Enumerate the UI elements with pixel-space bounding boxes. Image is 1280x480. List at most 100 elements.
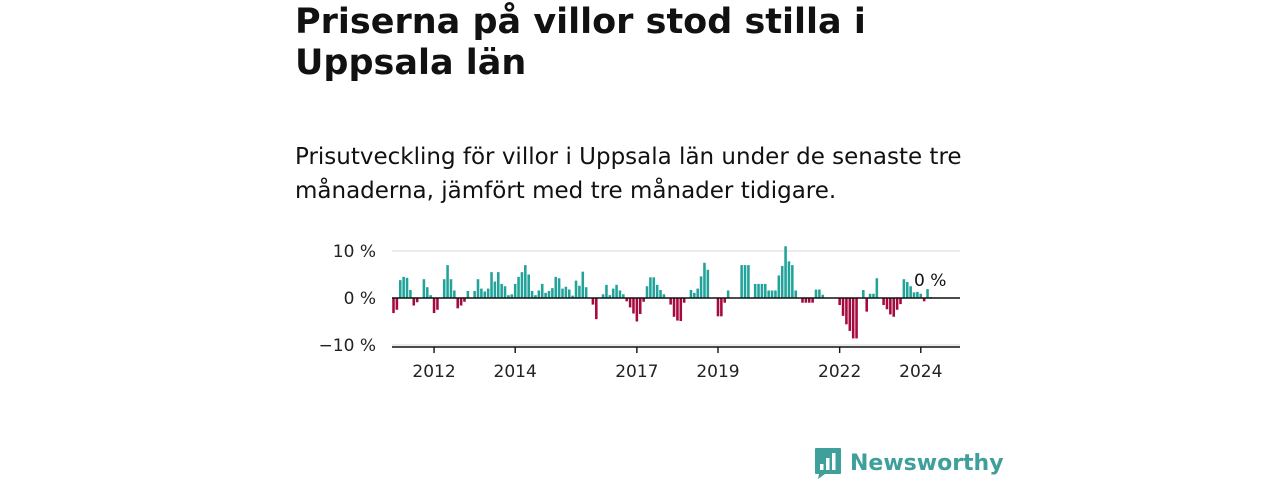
bar-2019-10 (747, 265, 750, 298)
bar-2022-06 (855, 298, 858, 339)
bar-2024-03 (926, 289, 929, 298)
bar-2011-06 (409, 290, 412, 298)
bar-2013-07 (493, 281, 497, 298)
bar-2013-10 (503, 286, 507, 298)
bar-2015-09 (581, 271, 585, 298)
bar-2013-12 (510, 294, 514, 298)
bars (392, 246, 933, 339)
bar-2020-11 (791, 265, 794, 298)
bar-2011-02 (395, 298, 399, 310)
bar-2012-01 (432, 298, 436, 314)
x-tick-label: 2012 (412, 362, 455, 382)
newsworthy-brand[interactable]: Newsworthy (814, 446, 1004, 480)
bar-2014-12 (551, 288, 554, 298)
bar-2014-10 (544, 292, 547, 298)
bar-2015-08 (578, 285, 581, 298)
page-title: Priserna på villor stod stilla i Uppsala… (295, 2, 866, 83)
chart-subtitle: Prisutveckling för villor i Uppsala län … (295, 144, 962, 204)
bar-2016-05 (608, 295, 612, 298)
bar-2023-07 (899, 298, 902, 305)
bar-2015-10 (584, 287, 588, 298)
bar-2021-04 (807, 298, 811, 303)
bar-2019-04 (726, 290, 730, 298)
bar-2021-07 (818, 289, 821, 298)
bar-2016-01 (595, 298, 598, 320)
bar-2019-08 (740, 265, 743, 298)
bar-2014-08 (537, 290, 541, 298)
bar-2013-06 (490, 272, 493, 298)
bar-2011-08 (415, 298, 419, 303)
bar-2011-07 (412, 298, 416, 306)
bar-2012-07 (453, 290, 456, 298)
bar-2016-06 (611, 288, 615, 298)
bar-2022-05 (851, 298, 855, 339)
bar-2015-04 (564, 286, 568, 298)
bar-2017-06 (652, 277, 656, 298)
axes (392, 297, 960, 353)
bar-2023-05 (892, 298, 896, 317)
bar-2012-05 (446, 265, 449, 298)
bar-2021-05 (811, 298, 814, 303)
bar-2019-02 (720, 298, 723, 317)
bar-2020-12 (794, 290, 797, 298)
bar-2017-01 (635, 298, 639, 322)
bar-2017-12 (672, 298, 676, 317)
grid-lines (392, 250, 960, 346)
bar-2016-08 (618, 290, 622, 298)
bar-2020-06 (774, 290, 777, 298)
brand-name: Newsworthy (850, 450, 1004, 476)
bar-2018-10 (706, 269, 710, 298)
y-tick-label: −10 % (319, 336, 376, 356)
bar-2022-03 (845, 298, 848, 325)
bar-2015-01 (554, 276, 558, 298)
bar-2013-09 (500, 283, 503, 298)
bar-2012-11 (466, 290, 470, 298)
bar-2014-04 (524, 265, 527, 298)
bar-2016-10 (625, 298, 628, 302)
bar-2022-10 (868, 293, 872, 298)
bar-2017-11 (669, 298, 672, 305)
bar-2021-02 (801, 298, 804, 303)
bar-2020-02 (760, 283, 764, 298)
bar-2015-12 (591, 298, 595, 305)
x-tick-label: 2019 (696, 362, 739, 382)
bar-2016-04 (605, 284, 608, 298)
x-tick-label: 2014 (494, 362, 537, 382)
bar-2015-02 (557, 278, 561, 298)
bar-2024-02 (922, 298, 926, 302)
bar-2020-07 (777, 275, 781, 298)
bar-2012-04 (442, 279, 446, 298)
bar-2023-09 (905, 282, 909, 298)
bar-2014-01 (513, 283, 517, 298)
bar-2017-07 (655, 284, 659, 298)
bar-2020-09 (784, 246, 787, 298)
bar-2011-10 (422, 279, 426, 298)
x-tick-label: 2022 (818, 362, 861, 382)
bar-2019-03 (723, 298, 727, 303)
y-tick-label: 10 % (333, 242, 376, 262)
bar-2023-12 (916, 291, 919, 298)
bar-2014-07 (534, 295, 537, 298)
bar-2023-02 (882, 298, 885, 306)
bar-2017-09 (662, 294, 666, 298)
bar-chart: 10 % 0 % −10 % 2012 2014 2017 2019 2022 2024 0 % (319, 242, 960, 382)
bar-2011-01 (392, 298, 395, 314)
bar-2014-09 (540, 283, 544, 298)
bar-2018-08 (699, 276, 703, 298)
bar-2018-09 (703, 262, 706, 298)
x-tick-label: 2017 (615, 362, 658, 382)
bar-2015-07 (574, 280, 578, 298)
bar-2014-03 (520, 272, 524, 298)
bar-2014-05 (527, 274, 530, 298)
bar-2018-07 (696, 288, 699, 298)
bar-2023-03 (885, 298, 889, 310)
bar-2016-07 (615, 284, 618, 298)
bar-2018-03 (682, 298, 686, 303)
bar-2022-04 (848, 298, 852, 331)
bar-2022-02 (841, 298, 845, 316)
bar-2015-03 (561, 288, 564, 298)
bar-2024-01 (919, 293, 923, 298)
bar-2013-11 (507, 295, 510, 298)
bar-2023-10 (909, 286, 912, 298)
bar-2022-08 (862, 290, 865, 298)
